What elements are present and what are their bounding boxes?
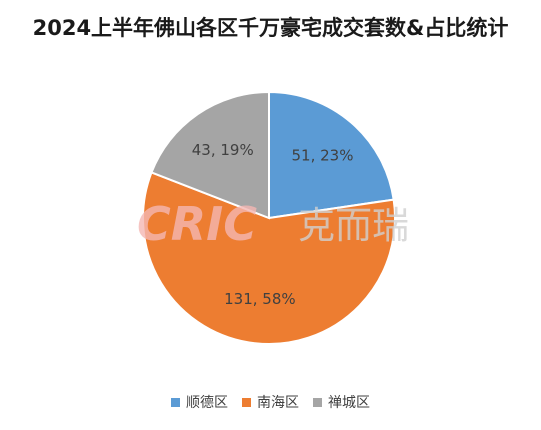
legend-swatch-shunde <box>171 397 180 407</box>
pie-slice-chancheng <box>150 90 270 220</box>
legend-swatch-chancheng <box>313 397 322 407</box>
pie-slice-shunde <box>268 90 395 220</box>
legend-label-shunde: 顺德区 <box>186 395 228 411</box>
legend-item-chancheng: 禅城区 <box>313 392 370 412</box>
legend-item-nanhai: 南海区 <box>242 392 299 412</box>
pie-slice-nanhai <box>142 171 396 345</box>
legend-item-shunde: 顺德区 <box>171 392 228 412</box>
data-label-shunde: 51, 23% <box>292 147 354 165</box>
chart-legend: 顺德区 南海区 禅城区 <box>0 392 541 412</box>
data-label-nanhai: 131, 58% <box>224 290 296 308</box>
legend-label-chancheng: 禅城区 <box>328 395 370 411</box>
legend-label-nanhai: 南海区 <box>257 395 299 411</box>
data-label-chancheng: 43, 19% <box>192 141 254 159</box>
chart-title: 2024上半年佛山各区千万豪宅成交套数&占比统计 <box>32 16 509 40</box>
legend-swatch-nanhai <box>242 397 251 407</box>
